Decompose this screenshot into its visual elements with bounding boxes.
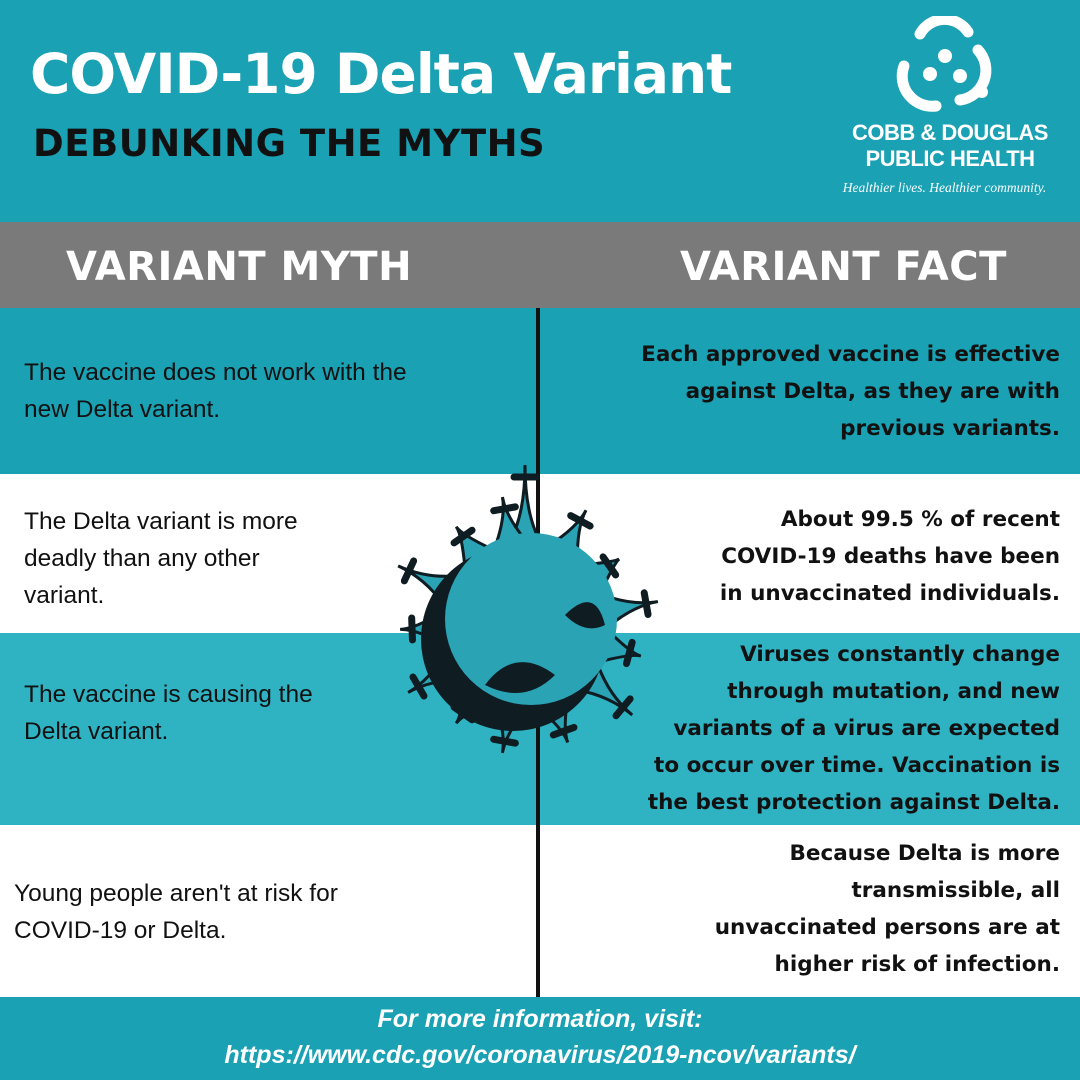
virus-spike-cap — [409, 673, 428, 700]
footer-url-link[interactable]: https://www.cdc.gov/coronavirus/2019-nco… — [224, 1041, 856, 1069]
myth-text: The vaccine does not work with the new D… — [24, 359, 407, 423]
page-title: COVID-19 Delta Variant — [30, 42, 732, 106]
fact-text: Because Delta is more transmissible, all… — [714, 841, 1060, 977]
myth-text: The vaccine is causing the Delta variant… — [24, 681, 313, 745]
header-banner: COVID-19 Delta Variant DEBUNKING THE MYT… — [0, 0, 1080, 222]
organization-name-line-2: PUBLIC HEALTH — [865, 146, 1035, 171]
footer-info-text: For more information, visit: — [377, 1005, 703, 1033]
page-subtitle: DEBUNKING THE MYTHS — [33, 122, 546, 165]
myth-fact-row: Young people aren't at risk for COVID-19… — [0, 825, 1080, 997]
virus-spike-cap — [400, 557, 418, 585]
virus-spike-cap — [567, 512, 594, 530]
virus-spike-cap — [490, 735, 519, 747]
virus-spike-cap — [408, 614, 416, 644]
virus-surface-mark — [485, 662, 555, 693]
organization-logo-icon — [896, 16, 992, 112]
fact-text: Viruses constantly change through mutati… — [647, 642, 1060, 815]
myth-fact-row: The vaccine does not work with the new D… — [0, 308, 1080, 474]
fact-text: Each approved vaccine is effective again… — [641, 342, 1060, 441]
myth-column-heading: VARIANT MYTH — [66, 244, 413, 290]
virus-icon — [397, 464, 659, 754]
column-header-bar: VARIANT MYTH VARIANT FACT — [0, 222, 1080, 308]
fact-column-heading: VARIANT FACT — [680, 244, 1007, 290]
virus-spike-cap — [640, 589, 652, 618]
myth-text: Young people aren't at risk for COVID-19… — [14, 880, 338, 944]
myth-text: The Delta variant is more deadly than an… — [24, 508, 298, 609]
footer-banner: For more information, visit: https://www… — [0, 997, 1080, 1080]
virus-spike-cap — [622, 638, 636, 668]
virus-spike-cap — [549, 723, 578, 739]
virus-spike-cap — [599, 553, 620, 579]
virus-spike-cap — [612, 695, 634, 720]
virus-spike-cap — [450, 526, 476, 547]
organization-name-line-1: COBB & DOUGLAS — [852, 120, 1048, 145]
fact-text: About 99.5 % of recent COVID-19 deaths h… — [719, 507, 1060, 606]
organization-tagline: Healthier lives. Healthier community. — [842, 180, 1047, 195]
virus-spike-cap — [490, 503, 519, 515]
virus-body — [445, 533, 617, 705]
virus-surface-mark — [565, 602, 605, 629]
organization-name: COBB & DOUGLAS PUBLIC HEALTH — [840, 120, 1060, 172]
